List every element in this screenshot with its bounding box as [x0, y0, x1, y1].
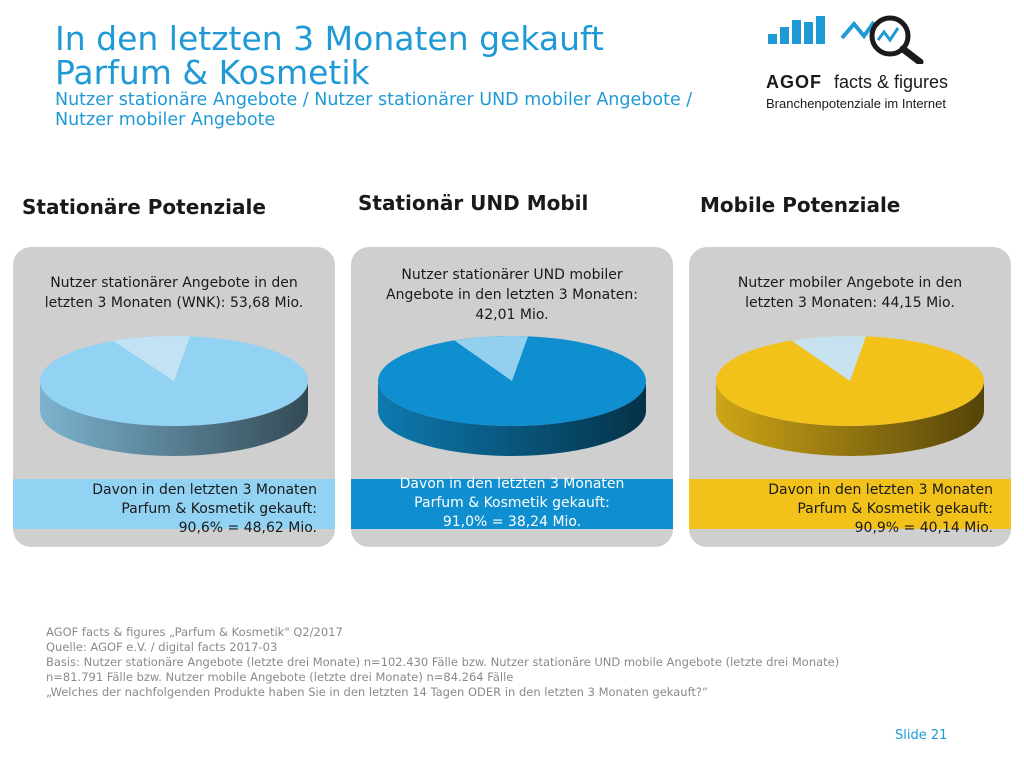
panel-stationary: Nutzer stationärer Angebote in den letzt… [13, 247, 335, 547]
base-text: Nutzer stationärer Angebote in den letzt… [44, 275, 304, 311]
agof-logo: AGOF facts & figures Branchenpotenziale … [766, 12, 966, 116]
base-text: Nutzer stationärer UND mobiler Angebote … [386, 267, 638, 323]
heading-stationary: Stationäre Potenziale [22, 195, 266, 219]
footnote-basis-cont: n=81.791 Fälle bzw. Nutzer mobile Angebo… [46, 670, 514, 684]
page-title-line2: Parfum & Kosmetik [55, 53, 370, 92]
heading-stationary-mobile: Stationär UND Mobil [358, 191, 589, 215]
logo-brand: AGOF [766, 72, 822, 92]
pie-slice-rest [454, 335, 528, 381]
base-text: Nutzer mobiler Angebote in den letzten 3… [737, 275, 963, 311]
pie-side [716, 381, 984, 456]
pie-chart-mobile [716, 335, 984, 456]
result-text: Davon in den letzten 3 Monaten Parfum & … [399, 476, 625, 530]
pie-slice-rest [113, 335, 190, 381]
footnote-basis: Basis: Nutzer stationäre Angebote (letzt… [46, 655, 840, 669]
logo-product: facts & figures [834, 72, 949, 92]
footnote-source: Quelle: AGOF e.V. / digital facts 2017-0… [46, 640, 278, 654]
footnote-source-title: AGOF facts & figures „Parfum & Kosmetik"… [46, 625, 343, 639]
pie-slice-rest [791, 335, 866, 381]
pie-chart-stationary-mobile [378, 335, 646, 456]
result-band: Davon in den letzten 3 Monaten Parfum & … [13, 479, 335, 536]
result-text: Davon in den letzten 3 Monaten Parfum & … [92, 482, 317, 536]
title-block: In den letzten 3 Monaten gekauft Parfum … [55, 19, 795, 131]
slide-number: Slide 21 [895, 728, 948, 743]
pie-side [378, 381, 646, 456]
page-title: In den letzten 3 Monaten gekauft [55, 19, 604, 58]
footnote-question: „Welches der nachfolgenden Produkte habe… [46, 685, 708, 699]
page-subtitle: Nutzer stationäre Angebote / Nutzer stat… [55, 90, 693, 110]
result-band: Davon in den letzten 3 Monaten Parfum & … [689, 479, 1011, 536]
result-band: Davon in den letzten 3 Monaten Parfum & … [351, 476, 673, 530]
magnifier-icon [840, 15, 924, 64]
panel-stationary-mobile: Nutzer stationärer UND mobiler Angebote … [351, 247, 673, 547]
heading-mobile: Mobile Potenziale [700, 193, 901, 217]
logo-tagline: Branchenpotenziale im Internet [766, 96, 946, 111]
panel-mobile: Nutzer mobiler Angebote in den letzten 3… [689, 247, 1011, 547]
page-subtitle-line2: Nutzer mobiler Angebote [55, 110, 276, 130]
footnote: AGOF facts & figures „Parfum & Kosmetik"… [46, 625, 1006, 700]
pie-side [40, 381, 308, 456]
pie-chart-stationary [40, 335, 308, 456]
result-text: Davon in den letzten 3 Monaten Parfum & … [768, 482, 993, 536]
